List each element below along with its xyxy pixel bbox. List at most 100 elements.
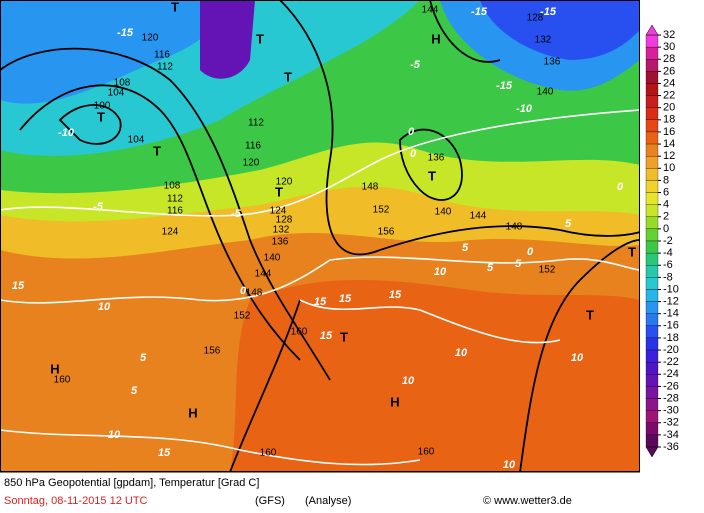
colorbar-label: -8 [663, 271, 673, 283]
pressure-center: T [171, 0, 179, 14]
pressure-center: T [97, 109, 105, 124]
height-label: 152 [234, 311, 251, 322]
colorbar-segment [645, 119, 659, 133]
colorbar-segment [645, 252, 659, 266]
colorbar-label: 10 [663, 162, 675, 174]
height-label: 112 [248, 118, 264, 129]
pressure-center: H [50, 361, 59, 376]
pressure-center: H [431, 31, 440, 46]
colorbar-segment [645, 349, 659, 363]
height-label: 140 [264, 253, 281, 264]
colorbar-label: -30 [663, 405, 679, 417]
height-label: 120 [276, 177, 293, 188]
isotherm-lines [0, 109, 640, 466]
isotherm-label: -5 [93, 201, 104, 213]
height-label: 104 [128, 135, 145, 146]
temperature-field [200, 0, 255, 79]
colorbar-segment [645, 228, 659, 242]
colorbar-label: 8 [663, 174, 669, 186]
colorbar-label: -36 [663, 441, 679, 453]
height-label: 148 [506, 222, 523, 233]
colorbar-label: 30 [663, 41, 675, 53]
colorbar-label: 18 [663, 114, 675, 126]
colorbar-segment [645, 386, 659, 399]
pressure-center: H [188, 405, 197, 420]
isotherm-label: 10 [455, 347, 468, 359]
height-label: 144 [470, 211, 487, 222]
colorbar-cap [645, 24, 659, 36]
height-label: 124 [162, 227, 179, 238]
footer-title: 850 hPa Geopotential [gpdam], Temperatur… [4, 477, 259, 489]
height-label: 124 [270, 206, 287, 217]
colorbar-segment [645, 143, 659, 157]
height-label: 104 [108, 88, 125, 99]
isotherm-label: 15 [314, 296, 327, 308]
height-label: 160 [418, 447, 435, 458]
colorbar-segment [645, 131, 659, 145]
isotherm-label: -15 [471, 6, 488, 18]
isotherm-label: 0 [617, 181, 624, 193]
colorbar-label: 0 [663, 223, 669, 235]
colorbar-label: 4 [663, 199, 669, 211]
height-label: 108 [164, 181, 181, 192]
isotherm-label: 10 [571, 352, 584, 364]
footer-source: © www.wetter3.de [483, 495, 572, 507]
isotherm-label: -10 [58, 127, 75, 139]
isotherm-label: 5 [131, 385, 138, 397]
height-label: 140 [435, 207, 452, 218]
height-label: 136 [428, 153, 445, 164]
colorbar-segment [645, 362, 659, 375]
colorbar-label: 12 [663, 150, 675, 162]
colorbar-segment [645, 180, 659, 193]
colorbar-segment [645, 204, 659, 217]
colorbar-segment [645, 83, 659, 96]
colorbar-label: 24 [663, 77, 675, 89]
isotherm-label: 0 [527, 246, 534, 258]
colorbar-segment [645, 301, 659, 314]
colorbar-label: 22 [663, 89, 675, 101]
colorbar-segment [645, 95, 659, 108]
isotherm-label: 5 [462, 242, 469, 254]
colorbar-label: -22 [663, 356, 679, 368]
height-label: 120 [142, 33, 159, 44]
colorbar-segment [645, 289, 659, 302]
temperature-field [230, 280, 640, 472]
height-label: 116 [167, 206, 183, 217]
pressure-center: T [428, 168, 436, 183]
colorbar-segment [645, 277, 659, 290]
colorbar-label: 32 [663, 29, 675, 41]
isotherm-label: -15 [496, 80, 513, 92]
colorbar-label: -14 [663, 308, 679, 320]
colorbar-label: 2 [663, 211, 669, 223]
colorbar-label: -32 [663, 417, 679, 429]
colorbar-segment [645, 240, 659, 254]
colorbar-label: 26 [663, 65, 675, 77]
colorbar-label: -4 [663, 247, 673, 259]
colorbar-label: -28 [663, 392, 679, 404]
map-field [0, 0, 640, 472]
colorbar-label: -34 [663, 429, 679, 441]
height-label: 128 [276, 215, 293, 226]
pressure-center: T [340, 329, 348, 344]
isotherm-label: 10 [108, 429, 121, 441]
height-label: 120 [243, 158, 260, 169]
height-label: 160 [54, 375, 71, 386]
colorbar-segment [645, 168, 659, 181]
height-label: 152 [539, 265, 556, 276]
height-label: 156 [378, 227, 395, 238]
colorbar-label: -24 [663, 368, 679, 380]
isotherm-label: -10 [516, 103, 533, 115]
height-label: 160 [291, 327, 308, 338]
pressure-center: T [275, 184, 283, 199]
temperature-field [480, 0, 640, 60]
footer-model: (GFS) [255, 495, 285, 507]
isotherm-label: 15 [339, 293, 352, 305]
colorbar-segment [645, 216, 659, 230]
colorbar-label: 16 [663, 126, 675, 138]
height-label: 132 [273, 225, 290, 236]
height-label: 160 [260, 448, 277, 459]
height-label: 152 [373, 205, 390, 216]
height-label: 132 [535, 35, 552, 46]
